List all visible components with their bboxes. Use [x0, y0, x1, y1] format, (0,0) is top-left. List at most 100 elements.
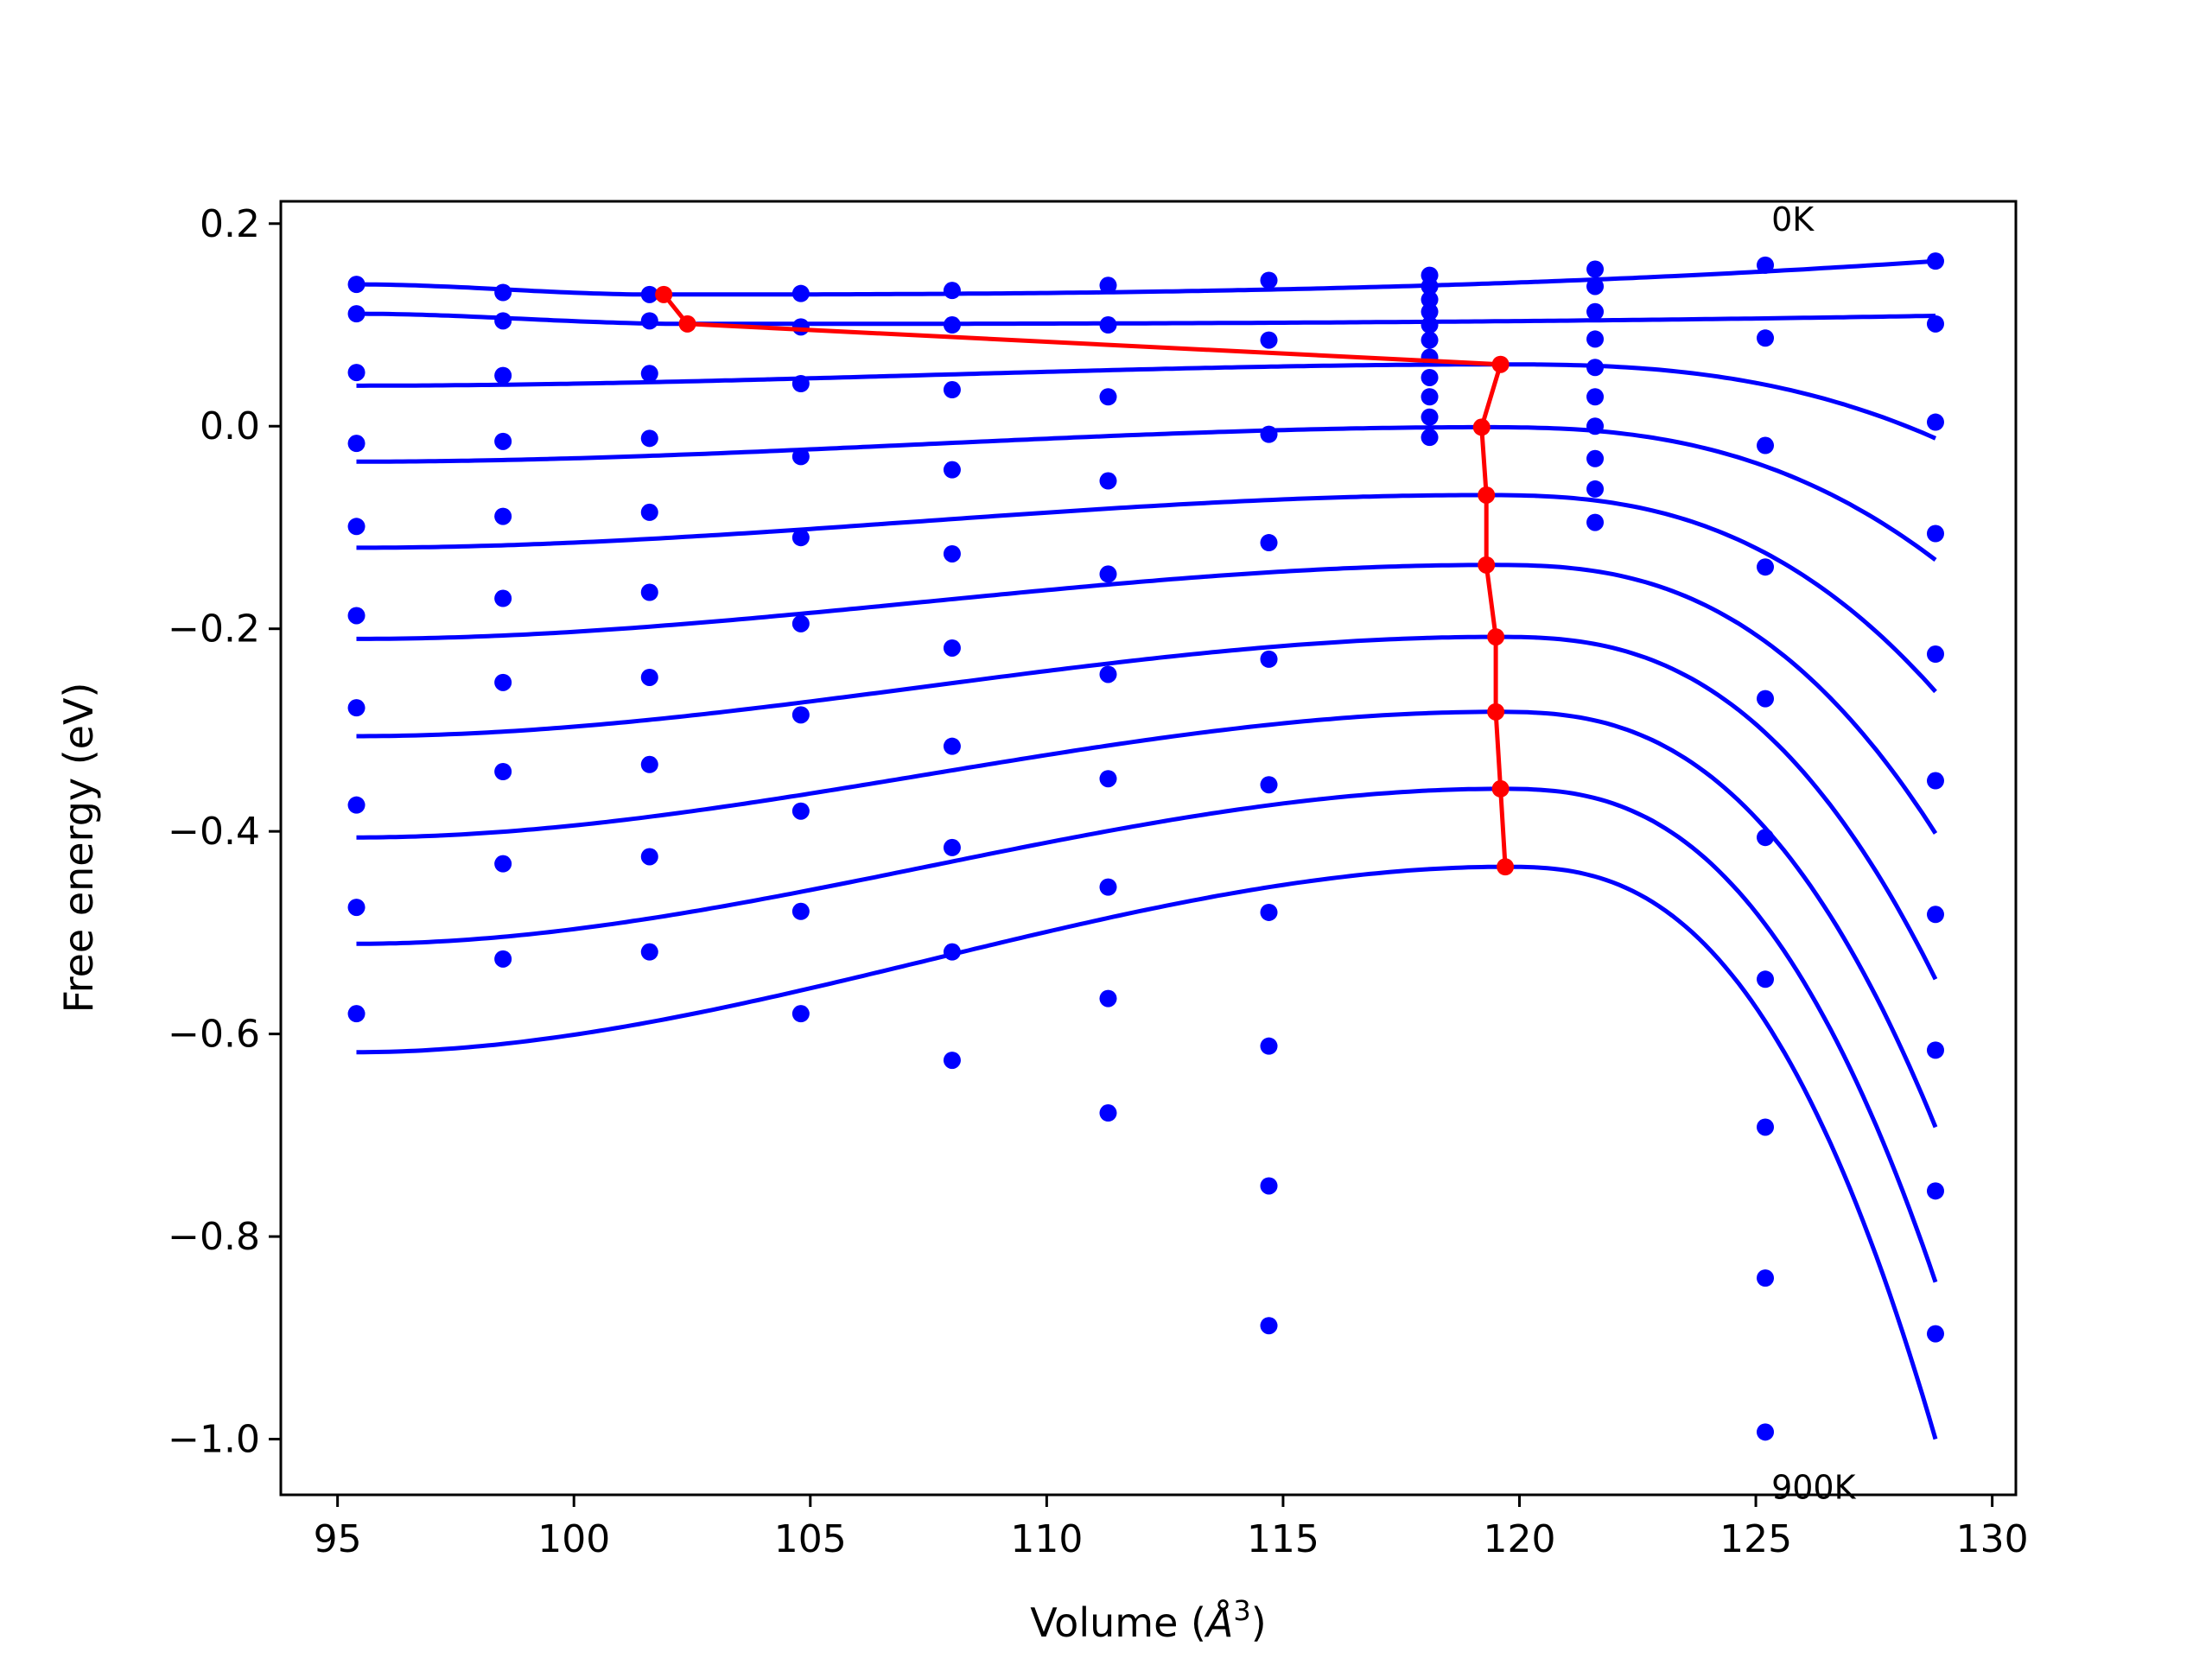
fit-curves: [356, 258, 1938, 1440]
fit-curve: [356, 362, 1936, 441]
fit-curve: [356, 864, 1938, 1440]
data-point: [1586, 277, 1605, 296]
data-point: [1260, 776, 1278, 794]
data-point: [1099, 565, 1117, 583]
data-point: [791, 614, 810, 632]
data-point: [1421, 348, 1439, 366]
data-point: [943, 282, 961, 300]
data-point: [1099, 316, 1117, 334]
minimum-point: [1472, 418, 1491, 436]
data-point: [791, 284, 810, 302]
data-point: [347, 276, 365, 294]
data-point: [1757, 558, 1775, 576]
data-point: [347, 518, 365, 536]
y-tick-label: −0.8: [168, 1215, 260, 1259]
data-point: [943, 838, 961, 856]
data-point: [791, 902, 810, 920]
data-point: [1757, 970, 1775, 988]
data-point: [1260, 1177, 1278, 1195]
data-point: [1099, 770, 1117, 788]
data-point: [347, 607, 365, 625]
minimum-point: [1487, 628, 1505, 646]
data-point: [1099, 472, 1117, 490]
x-axis-label-superscript: 3: [1233, 1594, 1250, 1627]
y-tick-label: −1.0: [168, 1418, 260, 1462]
fit-curve: [356, 786, 1938, 1283]
data-point: [1926, 252, 1944, 270]
y-axis-label: Free energy (eV): [55, 683, 102, 1014]
data-point: [347, 1005, 365, 1023]
data-point: [347, 796, 365, 814]
minimum-point: [1478, 486, 1496, 504]
data-point: [1586, 513, 1605, 531]
data-point: [1260, 1317, 1278, 1335]
data-point: [494, 589, 512, 607]
data-point: [1926, 906, 1944, 924]
data-point: [347, 699, 365, 717]
fit-curve: [356, 311, 1936, 327]
data-point: [1757, 436, 1775, 454]
data-point: [1586, 330, 1605, 348]
data-point: [1926, 315, 1944, 333]
data-point: [1421, 302, 1439, 321]
data-point: [494, 673, 512, 691]
data-point: [1586, 359, 1605, 377]
data-point: [1926, 645, 1944, 664]
data-point: [1099, 878, 1117, 896]
data-point: [640, 583, 658, 601]
data-point: [1926, 1182, 1944, 1200]
data-point: [494, 283, 512, 302]
data-point: [791, 529, 810, 547]
x-tick-label: 120: [1484, 1517, 1556, 1561]
fit-curve: [356, 424, 1937, 562]
data-point: [1421, 368, 1439, 386]
x-tick-label: 115: [1247, 1517, 1319, 1561]
minimum-point: [1497, 858, 1515, 876]
data-point: [1757, 1118, 1775, 1136]
data-point: [791, 375, 810, 393]
data-point: [1926, 772, 1944, 790]
fit-curve: [356, 563, 1938, 835]
minima-line: [662, 293, 1508, 868]
data-point: [1926, 1325, 1944, 1343]
y-axis: 0.2 0.0 −0.2 −0.4 −0.6 −0.8 −1.0: [168, 202, 281, 1462]
data-point: [347, 899, 365, 917]
minimum-point: [1478, 556, 1496, 574]
fit-curve: [356, 709, 1938, 1128]
data-point: [1421, 408, 1439, 426]
x-tick-label: 95: [314, 1517, 362, 1561]
data-point: [1099, 276, 1117, 295]
data-point: [791, 802, 810, 820]
data-point: [791, 1005, 810, 1023]
data-point: [1586, 302, 1605, 321]
data-point: [494, 366, 512, 385]
data-point: [943, 737, 961, 755]
data-point: [1757, 1269, 1775, 1287]
data-point: [943, 461, 961, 479]
data-point: [1926, 524, 1944, 543]
x-axis-label-end: ): [1251, 1599, 1267, 1646]
data-point: [1260, 903, 1278, 921]
minimum-point: [655, 285, 673, 303]
data-point: [1586, 388, 1605, 406]
data-point: [347, 435, 365, 453]
data-point: [1099, 1104, 1117, 1122]
data-point: [1099, 989, 1117, 1007]
data-point: [494, 312, 512, 330]
data-points: [347, 252, 1944, 1441]
minimum-point: [1491, 779, 1510, 798]
minimum-point: [678, 315, 696, 333]
y-tick-label: −0.6: [168, 1013, 260, 1057]
data-point: [1421, 331, 1439, 349]
data-point: [791, 706, 810, 724]
y-tick-label: −0.2: [168, 607, 260, 652]
x-tick-label: 110: [1010, 1517, 1083, 1561]
fit-curve: [356, 634, 1938, 981]
data-point: [640, 848, 658, 866]
data-point: [1260, 1037, 1278, 1055]
x-axis: 95 100 105 110 115 120 125 130: [314, 1495, 2029, 1561]
data-point: [1421, 429, 1439, 447]
data-point: [943, 544, 961, 563]
data-point: [640, 312, 658, 330]
